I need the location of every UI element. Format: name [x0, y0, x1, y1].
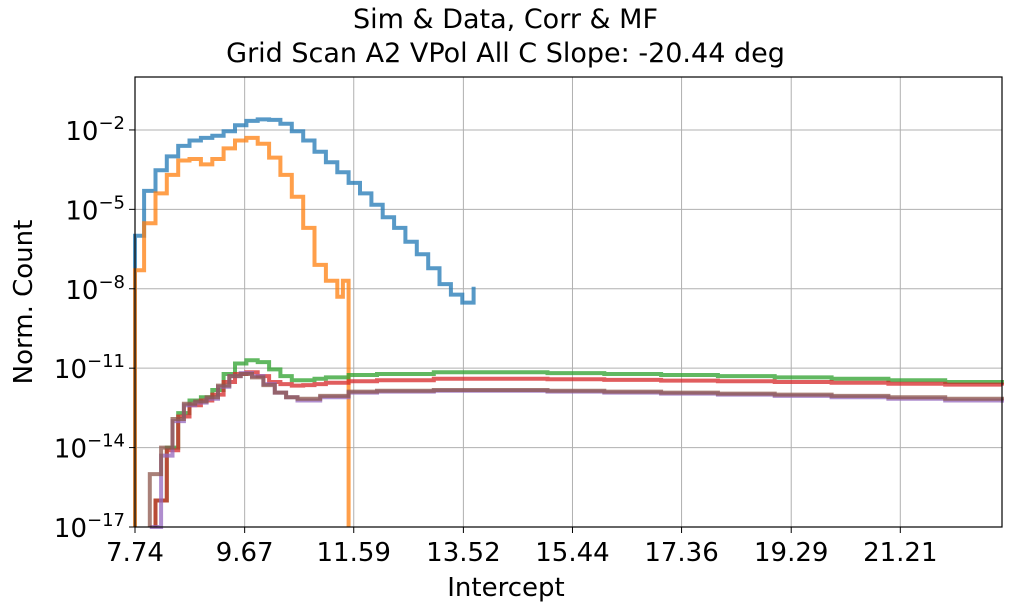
x-axis: 7.74 9.67 11.59 13.52 15.44 17.36 19.29 21.21 — [106, 527, 938, 568]
chart-title: Sim & Data, Corr & MF — [353, 4, 658, 35]
series-2-step-line — [153, 358, 1004, 527]
y-tick-label: 10−14 — [54, 431, 125, 465]
plot-frame — [134, 76, 1003, 528]
x-tick-label: 19.29 — [754, 538, 828, 568]
y-axis-label: Norm. Count — [9, 220, 39, 385]
x-tick-label: 17.36 — [644, 538, 718, 568]
grid-lines — [134, 77, 1002, 528]
series-0-step-line — [133, 117, 476, 527]
x-tick-label: 9.67 — [216, 538, 274, 568]
series-5-step-line — [147, 372, 1004, 527]
x-tick-label: 11.59 — [317, 538, 391, 568]
series-layer — [133, 117, 1004, 529]
y-tick-label: 10−11 — [54, 351, 125, 385]
x-tick-label: 13.52 — [426, 538, 500, 568]
x-tick-label: 21.21 — [863, 538, 937, 568]
y-axis: 10−2 10−5 10−8 10−11 10−14 10−17 — [54, 113, 135, 544]
x-tick-label: 7.74 — [106, 538, 164, 568]
x-axis-label: Intercept — [447, 573, 564, 603]
y-tick-label: 10−5 — [65, 192, 125, 226]
y-tick-label: 10−2 — [65, 113, 125, 147]
y-tick-label: 10−8 — [65, 272, 125, 306]
x-tick-label: 15.44 — [535, 538, 609, 568]
chart-subtitle: Grid Scan A2 VPol All C Slope: -20.44 de… — [226, 38, 785, 69]
series-1-step-line — [133, 135, 351, 527]
y-tick-label: 10−17 — [54, 510, 125, 544]
